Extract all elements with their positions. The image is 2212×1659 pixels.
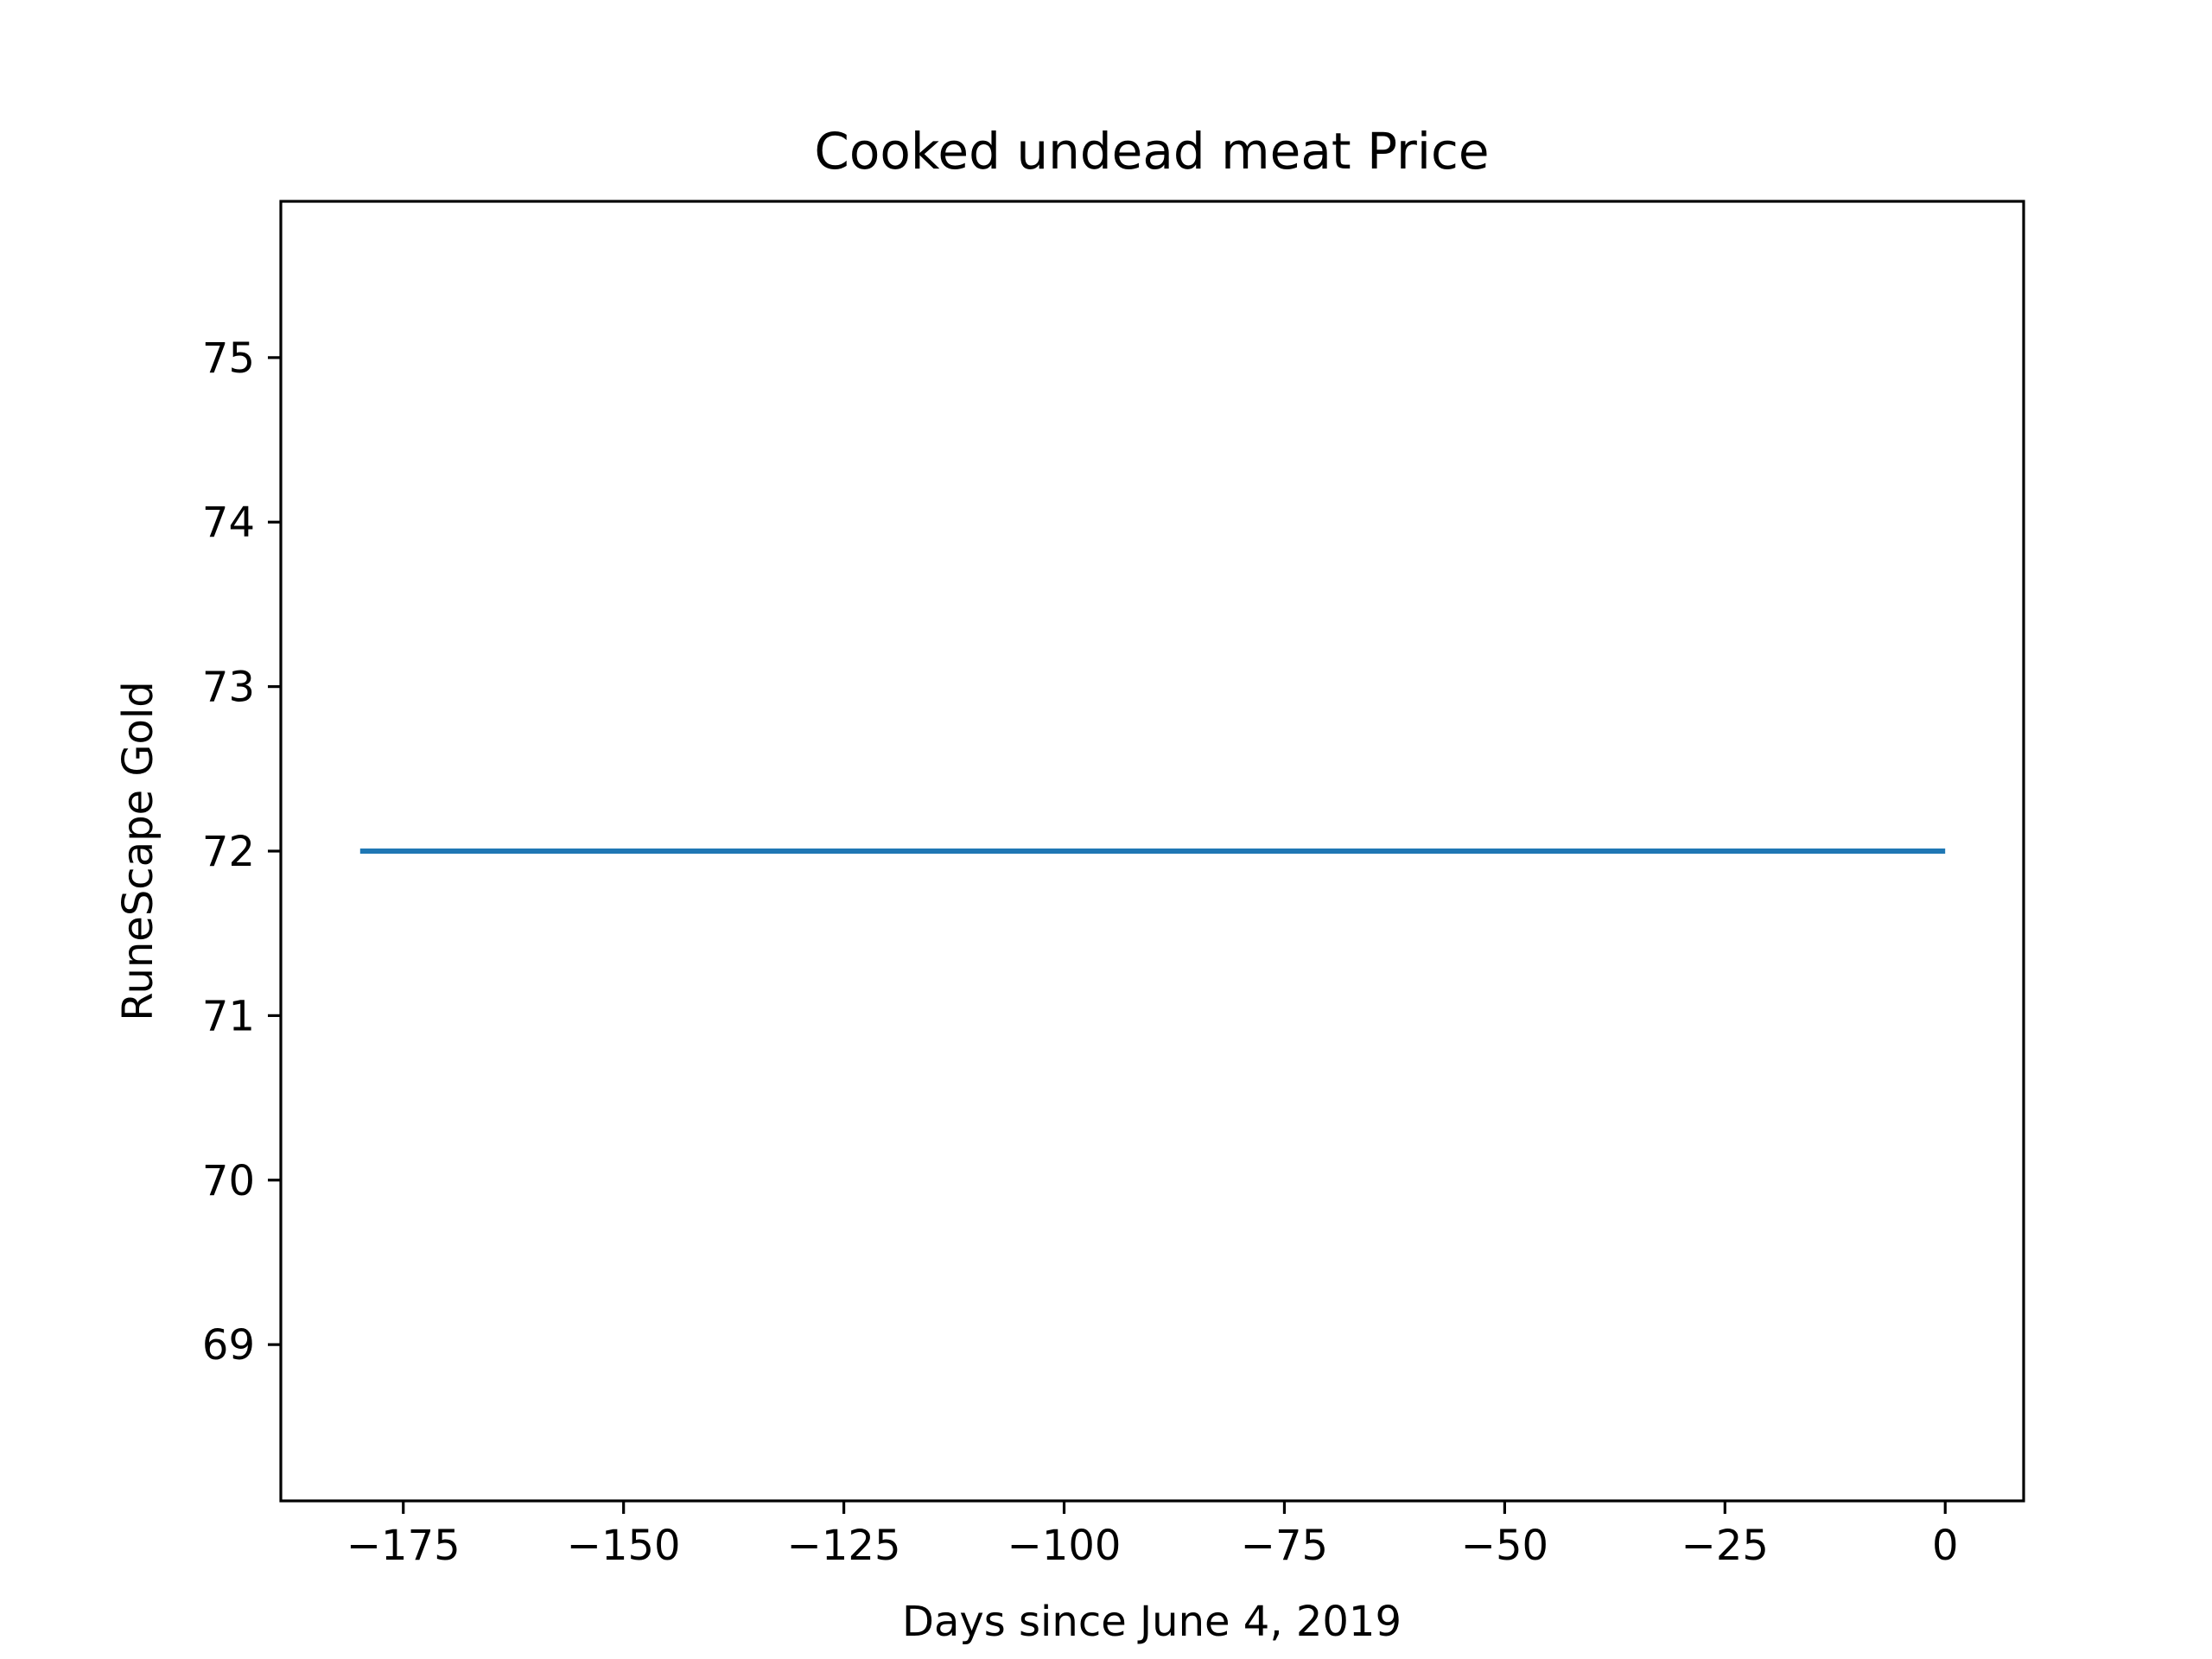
y-tick-label: 74 [202,499,255,547]
y-axis-label: RuneScape Gold [114,681,162,1020]
x-axis-label: Days since June 4, 2019 [902,1598,1402,1646]
x-axis: −175 −150 −125 −100 −75 −50 −25 0 [346,1501,1959,1570]
x-tick-label: −50 [1461,1522,1548,1570]
y-tick-label: 73 [202,664,255,712]
x-tick-label: −175 [346,1522,461,1570]
x-tick-label: −150 [567,1522,681,1570]
y-axis: 69 70 71 72 73 74 75 [202,334,281,1370]
y-tick-label: 69 [202,1321,255,1370]
x-tick-label: 0 [1932,1522,1959,1570]
x-tick-label: −25 [1681,1522,1769,1570]
y-tick-label: 72 [202,828,255,876]
y-tick-label: 70 [202,1157,255,1205]
y-tick-label: 75 [202,334,255,383]
x-tick-label: −125 [787,1522,901,1570]
x-tick-label: −100 [1007,1522,1122,1570]
x-tick-label: −75 [1241,1522,1328,1570]
y-tick-label: 71 [202,992,255,1040]
chart-title: Cooked undead meat Price [814,122,1489,181]
